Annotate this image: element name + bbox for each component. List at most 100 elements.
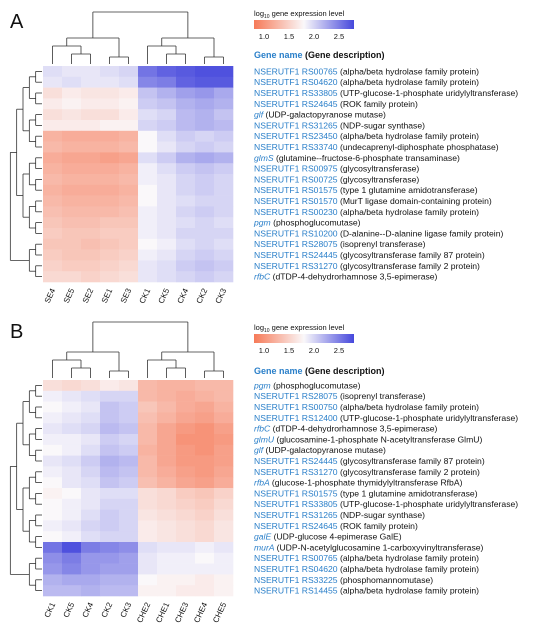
heatmap-cell <box>195 401 215 413</box>
heatmap-cell <box>43 217 63 229</box>
heatmap-cell <box>62 184 82 196</box>
heatmap-cell <box>195 66 215 78</box>
row-gene-description: (dTDP-4-dehydrorhamnose 3,5-epimerase) <box>273 272 438 282</box>
heatmap-cell <box>214 120 234 132</box>
row-gene-id: pgm <box>253 380 273 390</box>
heatmap-cell <box>81 217 101 229</box>
row-gene-id: NSERUTF1 RS24645 <box>254 521 340 531</box>
row-label: glmU (glucosamine-1-phosphate N-acetyltr… <box>254 434 482 444</box>
heatmap-cell <box>100 206 120 218</box>
heatmap-cell <box>81 585 101 597</box>
heatmap-cell <box>81 228 101 240</box>
row-gene-description: (glycosyltransferase family 2 protein) <box>340 261 480 271</box>
heatmap-cell <box>119 509 139 521</box>
heatmap-cell <box>214 152 234 164</box>
heatmap-cell <box>62 249 82 261</box>
legend-title-sub: 10 <box>264 14 270 20</box>
heatmap-cell <box>157 423 177 435</box>
heatmap-cell <box>81 76 101 88</box>
column-dendrogram <box>52 321 224 378</box>
heatmap-cell <box>176 520 196 532</box>
legend-tick-label: 1.5 <box>284 32 294 41</box>
heatmap-cell <box>176 434 196 446</box>
row-gene-description: (alpha/beta hydrolase family protein) <box>340 564 479 574</box>
heatmap-cell <box>119 163 139 175</box>
heatmap-cell <box>176 141 196 153</box>
column-label: CHE5 <box>211 601 228 625</box>
heatmap-cell <box>100 498 120 510</box>
heatmap-cell <box>62 563 82 575</box>
heatmap-cell <box>176 130 196 142</box>
row-gene-id: NSERUTF1 RS24445 <box>254 456 340 466</box>
legend-tick-label: 1.0 <box>259 32 269 41</box>
heatmap-cell <box>176 380 196 392</box>
legend-title-log: log <box>254 323 264 332</box>
heatmap-cell <box>157 542 177 554</box>
row-gene-description: (alpha/beta hydrolase family protein) <box>340 586 479 596</box>
heatmap-cell <box>195 477 215 489</box>
heatmap-cell <box>214 563 234 575</box>
heatmap-cell <box>195 217 215 229</box>
heatmap-cell <box>100 130 120 142</box>
heatmap-cell <box>119 260 139 272</box>
heatmap-cell <box>176 87 196 99</box>
heatmap-cell <box>195 509 215 521</box>
row-gene-description: (UTP-glucose-1-phosphate uridylyltransfe… <box>340 413 518 423</box>
row-gene-id: glf <box>254 445 265 455</box>
heatmap-cell <box>100 444 120 456</box>
heatmap-cell <box>62 66 82 78</box>
heatmap-cell <box>138 531 158 543</box>
heatmap-cell <box>138 520 158 532</box>
heatmap-cell <box>119 434 139 446</box>
heatmap-cell <box>43 412 63 424</box>
legend-tick-label: 2.5 <box>334 32 344 41</box>
column-label: CK1 <box>138 287 153 305</box>
heatmap-cell <box>43 466 63 478</box>
heatmap-cell <box>176 206 196 218</box>
heatmap-cell <box>195 141 215 153</box>
heatmap-cell <box>119 520 139 532</box>
heatmap-cell <box>157 206 177 218</box>
heatmap-cell <box>176 228 196 240</box>
heatmap-cell <box>176 412 196 424</box>
heatmap-cell <box>195 498 215 510</box>
heatmap-cell <box>62 401 82 413</box>
heatmap-cell <box>62 163 82 175</box>
heatmap-cell <box>214 109 234 121</box>
heatmap-cell <box>43 563 63 575</box>
row-gene-id: NSERUTF1 RS00725 <box>254 174 340 184</box>
row-gene-description: (UTP-glucose-1-phosphate uridylyltransfe… <box>340 88 518 98</box>
row-gene-id: NSERUTF1 RS33225 <box>254 575 340 585</box>
heatmap-cell <box>119 412 139 424</box>
row-gene-id: NSERUTF1 RS00765 <box>254 553 340 563</box>
heatmap-cell <box>138 390 158 402</box>
heatmap-cell <box>119 195 139 207</box>
heatmap-cell <box>100 412 120 424</box>
heatmap-cell <box>195 228 215 240</box>
heatmap-cell <box>157 98 177 110</box>
heatmap-cell <box>214 238 234 250</box>
heatmap-cell <box>81 87 101 99</box>
heatmap-cell <box>138 228 158 240</box>
row-gene-id: NSERUTF1 RS01575 <box>254 185 340 195</box>
heatmap-cell <box>100 380 120 392</box>
heatmap-cell <box>195 585 215 597</box>
heatmap-cell <box>176 542 196 554</box>
heatmap-cell <box>100 195 120 207</box>
row-label: NSERUTF1 RS31265 (NDP-sugar synthase) <box>254 510 425 520</box>
heatmap-cell <box>214 98 234 110</box>
row-label: NSERUTF1 RS00975 (glycosyltransferase) <box>254 164 419 174</box>
header-gene-name: Gene name <box>254 366 305 376</box>
heatmap-cell <box>100 174 120 186</box>
heatmap-cell <box>81 401 101 413</box>
heatmap-cell <box>62 152 82 164</box>
heatmap-cell <box>138 477 158 489</box>
heatmap-cell <box>81 563 101 575</box>
heatmap-cell <box>157 585 177 597</box>
row-label: murA (UDP-N-acetylglucosamine 1-carboxyv… <box>254 542 484 552</box>
heatmap-cell <box>43 574 63 586</box>
row-label: NSERUTF1 RS33225 (phosphomannomutase) <box>254 575 433 585</box>
heatmap-cell <box>157 531 177 543</box>
heatmap-cell <box>81 509 101 521</box>
heatmap-cell <box>43 260 63 272</box>
